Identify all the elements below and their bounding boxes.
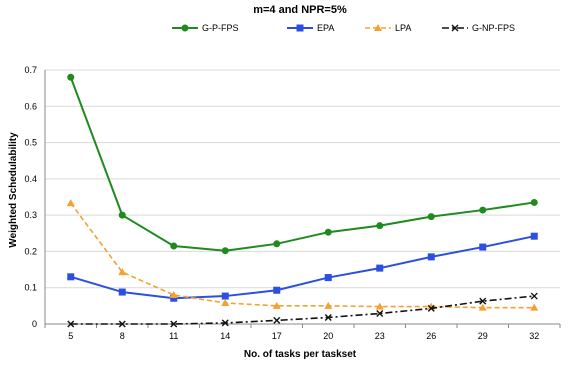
data-point-stroke	[530, 292, 538, 300]
x-tick-label: 8	[120, 331, 125, 341]
data-point	[67, 320, 75, 328]
data-point	[170, 242, 178, 250]
data-point	[375, 302, 384, 310]
y-tick-label: 0.1	[24, 283, 37, 293]
series-line	[70, 235, 535, 300]
chart-title: m=4 and NPR=5%	[253, 4, 347, 16]
data-point	[427, 253, 435, 261]
x-tick-label: 14	[220, 331, 230, 341]
x-tick-label: 5	[68, 331, 73, 341]
legend-item: G-P-FPS	[172, 23, 239, 33]
series-EPA	[67, 232, 538, 302]
data-point-stroke	[118, 320, 126, 328]
gridlines	[45, 69, 560, 289]
series-lines	[66, 73, 539, 328]
series-line	[70, 202, 535, 309]
data-point	[170, 320, 178, 328]
data-point	[221, 247, 229, 255]
x-tick-label: 20	[323, 331, 333, 341]
tick-labels: 0 0.1 0.2 0.3 0.4 0.5 0.6 0.7 5 8 11 14 17 20 23 26 29 32	[24, 65, 539, 341]
data-point	[118, 211, 126, 219]
y-tick-label: 0.2	[24, 246, 37, 256]
data-point	[479, 243, 487, 251]
data-point	[181, 24, 189, 32]
legend-item: G-NP-FPS	[442, 23, 515, 33]
data-point	[478, 303, 487, 311]
data-point	[324, 313, 332, 321]
data-point	[479, 206, 487, 214]
y-tick-label: 0.7	[24, 65, 37, 75]
data-point-stroke	[376, 309, 384, 317]
data-point	[427, 213, 435, 221]
series-G-NP-FPS	[67, 292, 538, 328]
data-point	[530, 303, 539, 311]
y-tick-label: 0.4	[24, 174, 37, 184]
x-tick-label: 29	[478, 331, 488, 341]
data-point	[324, 228, 332, 236]
legend-item: EPA	[287, 23, 334, 33]
data-point-stroke	[170, 320, 178, 328]
data-point	[273, 286, 281, 294]
x-tick-label: 26	[426, 331, 436, 341]
y-axis-label: Weighted Schedulability	[8, 132, 19, 248]
data-point	[66, 199, 75, 207]
data-point	[169, 290, 178, 298]
data-point	[118, 320, 126, 328]
x-tick-label: 23	[375, 331, 385, 341]
series-line	[70, 295, 535, 325]
data-point	[530, 198, 538, 206]
y-tick-label: 0.6	[24, 101, 37, 111]
legend-item: LPA	[365, 23, 411, 33]
data-point	[530, 292, 538, 300]
data-point	[376, 309, 384, 317]
data-point	[374, 24, 382, 31]
data-point-stroke	[221, 319, 229, 327]
series-G-P-FPS	[67, 73, 538, 255]
y-tick-label: 0.5	[24, 138, 37, 148]
series-line	[69, 76, 535, 252]
x-tick-label: 32	[529, 331, 539, 341]
data-point	[376, 222, 384, 230]
data-point	[324, 274, 332, 282]
data-point	[67, 73, 75, 81]
data-point-stroke	[273, 316, 281, 324]
data-point-stroke	[324, 313, 332, 321]
data-point	[427, 304, 435, 312]
legend-label: G-NP-FPS	[472, 23, 515, 33]
data-point-stroke	[67, 320, 75, 328]
data-point	[221, 292, 229, 300]
data-point	[296, 24, 304, 32]
data-point	[451, 24, 459, 32]
data-point	[273, 240, 281, 248]
legend-label: EPA	[317, 23, 334, 33]
data-point	[324, 301, 333, 309]
data-point	[118, 288, 126, 296]
data-point	[479, 297, 487, 305]
data-point-stroke	[451, 24, 459, 32]
data-point	[272, 301, 281, 309]
data-point	[273, 316, 281, 324]
legend-label: G-P-FPS	[202, 23, 239, 33]
data-point	[67, 273, 75, 281]
legend: G-P-FPS EPA LPA G-NP-FPS	[172, 23, 515, 33]
y-tick-label: 0	[32, 319, 37, 329]
data-point-stroke	[427, 304, 435, 312]
data-point	[376, 264, 384, 272]
x-axis-label: No. of tasks per taskset	[244, 349, 357, 360]
data-point	[530, 232, 538, 240]
legend-label: LPA	[395, 23, 411, 33]
data-point	[221, 319, 229, 327]
data-point	[170, 294, 178, 302]
data-point	[221, 298, 230, 306]
data-point-stroke	[479, 297, 487, 305]
x-tick-label: 17	[272, 331, 282, 341]
x-tick-label: 11	[169, 331, 178, 341]
data-point	[118, 268, 127, 276]
y-tick-label: 0.3	[24, 210, 37, 220]
